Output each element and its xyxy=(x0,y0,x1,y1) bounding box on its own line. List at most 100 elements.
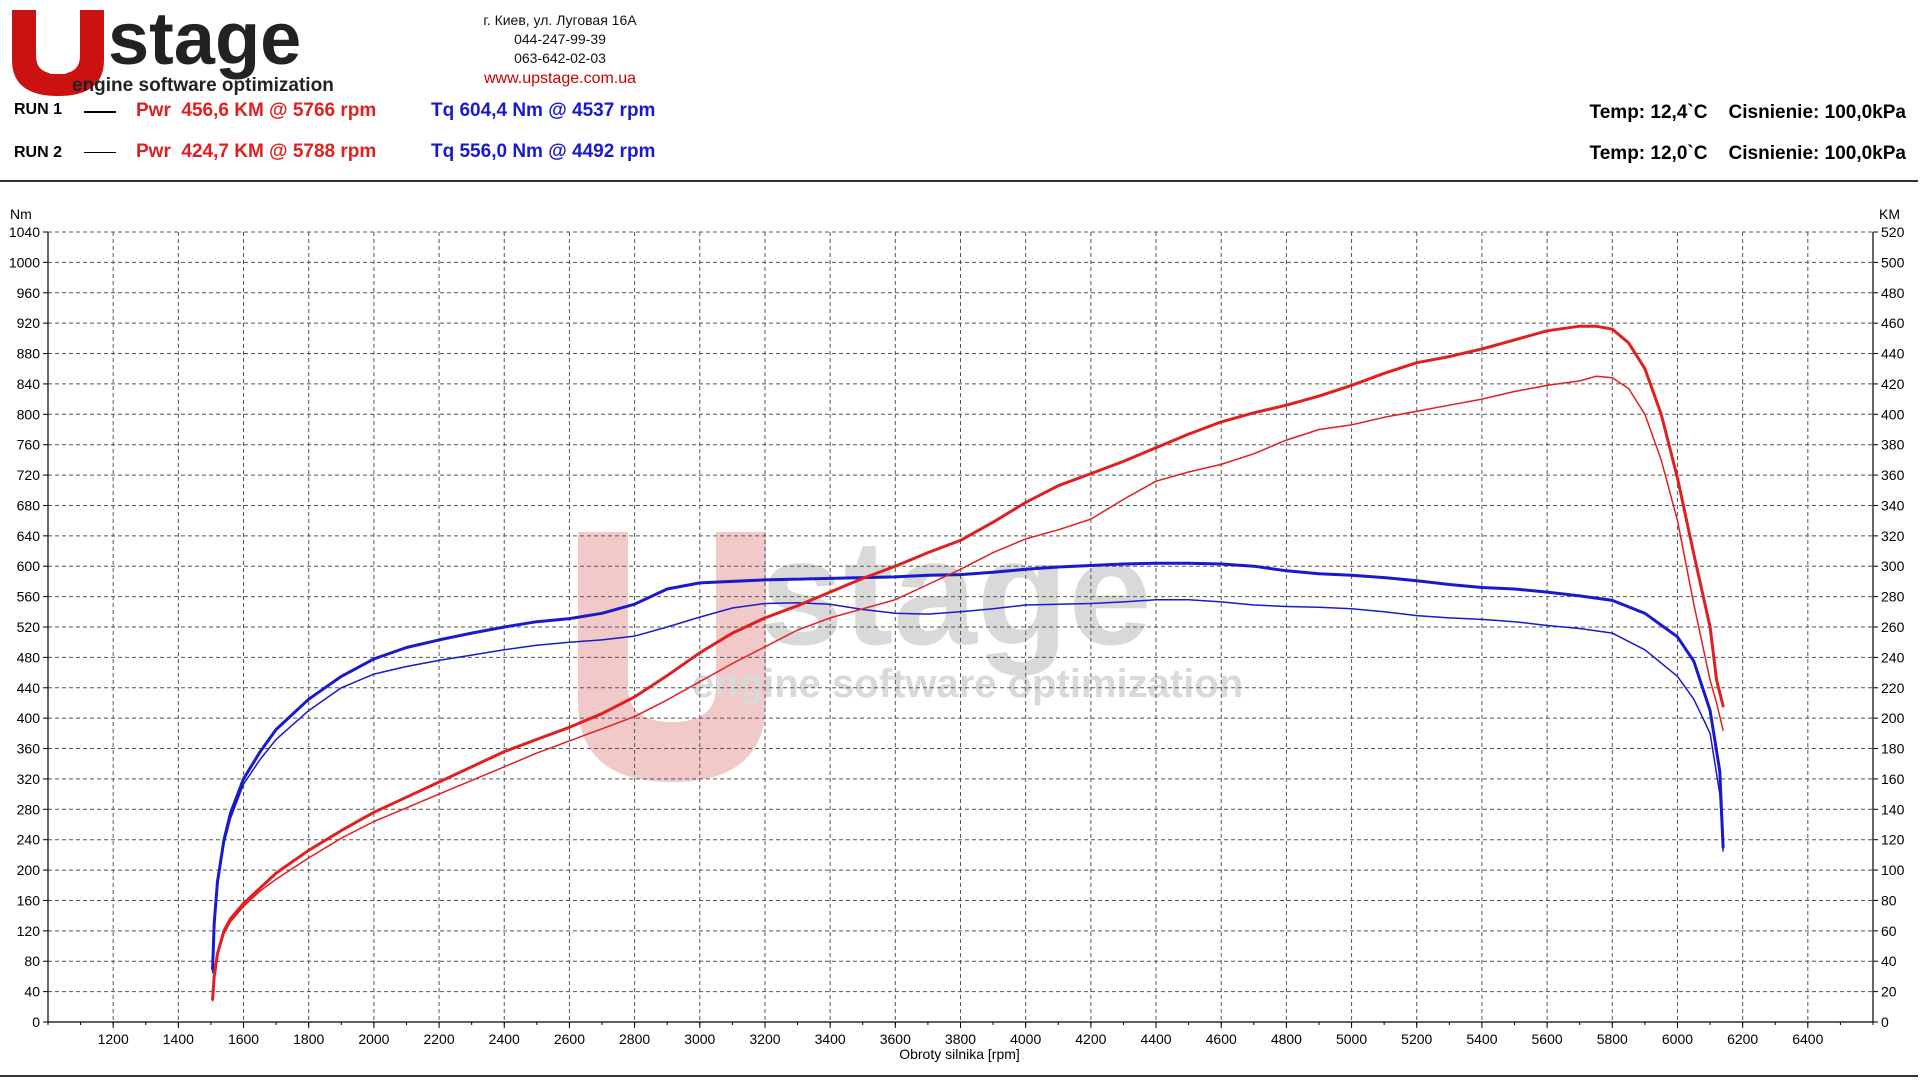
x-tick-label: 2600 xyxy=(554,1031,585,1047)
y-right-tick-label: 220 xyxy=(1881,680,1905,696)
x-tick-label: 2800 xyxy=(619,1031,650,1047)
series-line-pwr-run-2 xyxy=(211,375,1724,1002)
y-left-tick-label: 560 xyxy=(17,589,41,605)
x-tick-label: 5000 xyxy=(1336,1031,1367,1047)
y-right-tick-label: 360 xyxy=(1881,467,1905,483)
y-right-tick-label: 40 xyxy=(1881,953,1897,969)
run-1-conditions: Temp: 12,4`C Cisnienie: 100,0kPa xyxy=(1589,102,1906,123)
y-left-tick-label: 1000 xyxy=(9,254,40,270)
y-left-tick-label: 1040 xyxy=(9,224,40,240)
x-tick-label: 3800 xyxy=(945,1031,976,1047)
y-right-tick-label: 0 xyxy=(1881,1014,1889,1030)
x-tick-label: 4600 xyxy=(1206,1031,1237,1047)
x-tick-label: 3600 xyxy=(880,1031,911,1047)
y-right-tick-label: 520 xyxy=(1881,224,1905,240)
y-left-tick-label: 0 xyxy=(32,1014,40,1030)
x-tick-label: 3000 xyxy=(684,1031,715,1047)
watermark-sub-text: engine software optimization xyxy=(692,662,1243,706)
run-2-label: RUN 2 xyxy=(14,144,63,161)
x-tick-label: 3200 xyxy=(749,1031,780,1047)
x-tick-label: 6400 xyxy=(1792,1031,1823,1047)
x-tick-label: 2400 xyxy=(489,1031,520,1047)
y-right-tick-label: 280 xyxy=(1881,589,1905,605)
run-2-power-summary: Pwr 424,7 KM @ 5788 rpm xyxy=(136,141,377,162)
website-text[interactable]: www.upstage.com.ua xyxy=(483,70,637,87)
y-left-tick-label: 400 xyxy=(17,710,41,726)
address-text: г. Киев, ул. Луговая 16А xyxy=(483,12,637,28)
x-tick-label: 6200 xyxy=(1727,1031,1758,1047)
y-right-tick-label: 200 xyxy=(1881,710,1905,726)
series-line-tq-run-2 xyxy=(211,598,1724,974)
y-right-tick-label: 400 xyxy=(1881,406,1905,422)
y-left-axis-title: Nm xyxy=(10,206,32,222)
y-left-tick-label: 520 xyxy=(17,619,41,635)
phone-2-text: 063-642-02-03 xyxy=(514,50,606,66)
y-right-tick-label: 300 xyxy=(1881,558,1905,574)
y-right-tick-label: 260 xyxy=(1881,619,1905,635)
x-tick-label: 5800 xyxy=(1597,1031,1628,1047)
x-tick-label: 2000 xyxy=(358,1031,389,1047)
x-tick-label: 5400 xyxy=(1466,1031,1497,1047)
y-left-tick-label: 280 xyxy=(17,801,41,817)
y-left-tick-label: 200 xyxy=(17,862,41,878)
x-tick-label: 1400 xyxy=(163,1031,194,1047)
y-left-tick-label: 360 xyxy=(17,741,41,757)
y-left-tick-label: 320 xyxy=(17,771,41,787)
y-right-tick-label: 140 xyxy=(1881,801,1905,817)
y-right-tick-label: 120 xyxy=(1881,832,1905,848)
y-right-tick-label: 340 xyxy=(1881,497,1905,513)
y-left-tick-label: 600 xyxy=(17,558,41,574)
y-right-tick-label: 160 xyxy=(1881,771,1905,787)
x-tick-label: 6000 xyxy=(1662,1031,1693,1047)
run-2-conditions: Temp: 12,0`C Cisnienie: 100,0kPa xyxy=(1589,143,1906,164)
x-tick-label: 4000 xyxy=(1010,1031,1041,1047)
y-right-tick-label: 20 xyxy=(1881,984,1897,1000)
y-left-tick-label: 880 xyxy=(17,346,41,362)
run-1-torque-summary: Tq 604,4 Nm @ 4537 rpm xyxy=(431,100,656,121)
y-left-tick-label: 240 xyxy=(17,832,41,848)
y-right-axis-title: KM xyxy=(1879,206,1900,222)
y-left-tick-label: 640 xyxy=(17,528,41,544)
watermark-stage-text: stage xyxy=(760,508,1152,676)
y-right-tick-label: 500 xyxy=(1881,254,1905,270)
y-left-tick-label: 760 xyxy=(17,437,41,453)
x-tick-label: 5600 xyxy=(1532,1031,1563,1047)
y-left-tick-label: 720 xyxy=(17,467,41,483)
x-tick-label: 1800 xyxy=(293,1031,324,1047)
y-right-tick-label: 480 xyxy=(1881,285,1905,301)
x-axis-title: Obroty silnika [rpm] xyxy=(899,1046,1020,1062)
y-right-tick-label: 420 xyxy=(1881,376,1905,392)
y-right-tick-label: 80 xyxy=(1881,892,1897,908)
y-left-tick-label: 800 xyxy=(17,406,41,422)
y-right-tick-label: 460 xyxy=(1881,315,1905,331)
x-tick-label: 4200 xyxy=(1075,1031,1106,1047)
y-left-tick-label: 80 xyxy=(24,953,40,969)
y-right-tick-label: 380 xyxy=(1881,437,1905,453)
series-line-tq-run-1 xyxy=(211,561,1725,971)
y-right-tick-label: 180 xyxy=(1881,741,1905,757)
logo-sub-text: engine software optimization xyxy=(72,75,334,96)
run-1-label: RUN 1 xyxy=(14,101,63,118)
x-tick-label: 4400 xyxy=(1140,1031,1171,1047)
y-right-tick-label: 60 xyxy=(1881,923,1897,939)
y-right-tick-label: 100 xyxy=(1881,862,1905,878)
x-tick-label: 1200 xyxy=(98,1031,129,1047)
logo-main-text: stage xyxy=(108,4,301,80)
x-tick-label: 3400 xyxy=(815,1031,846,1047)
run-1-power-summary: Pwr 456,6 KM @ 5766 rpm xyxy=(136,100,377,121)
series-line-pwr-run-1 xyxy=(211,324,1725,1001)
y-left-tick-label: 40 xyxy=(24,984,40,1000)
x-tick-label: 2200 xyxy=(423,1031,454,1047)
y-right-tick-label: 320 xyxy=(1881,528,1905,544)
y-left-tick-label: 920 xyxy=(17,315,41,331)
run-2-line-sample xyxy=(84,152,116,153)
y-left-tick-label: 160 xyxy=(17,892,41,908)
x-tick-label: 4800 xyxy=(1271,1031,1302,1047)
x-tick-label: 5200 xyxy=(1401,1031,1432,1047)
y-right-tick-label: 440 xyxy=(1881,346,1905,362)
y-left-tick-label: 840 xyxy=(17,376,41,392)
x-tick-label: 1600 xyxy=(228,1031,259,1047)
y-left-tick-label: 680 xyxy=(17,497,41,513)
